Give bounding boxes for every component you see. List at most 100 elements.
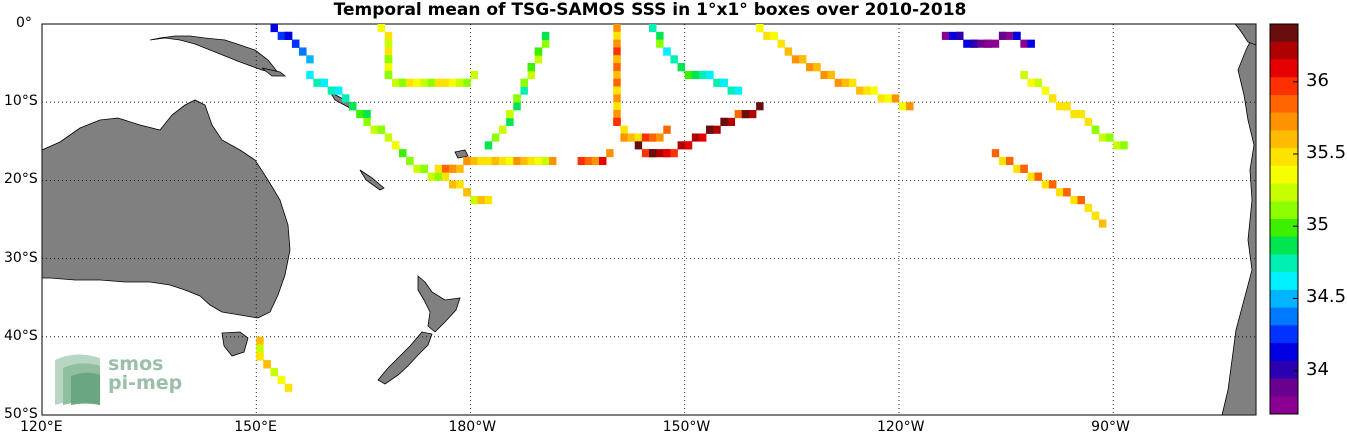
sss-cell [763, 31, 771, 40]
sss-cell [1027, 78, 1035, 87]
sss-cell [384, 47, 393, 56]
sss-cell [677, 141, 686, 150]
sss-cell [434, 164, 443, 173]
sss-cell [820, 70, 828, 80]
sss-cell [906, 102, 914, 111]
sss-cell [1048, 180, 1057, 189]
sss-cell [634, 141, 643, 150]
sss-cell [613, 47, 621, 56]
sss-cell [334, 86, 343, 95]
logo-text-smos: smos [108, 353, 164, 375]
colorbar-tick-label: 35.5 [1306, 142, 1347, 163]
sss-cell [384, 55, 393, 64]
sss-cell [356, 110, 364, 119]
sss-cell [470, 70, 478, 80]
colorbar-segment [1270, 130, 1298, 149]
sss-cell [720, 78, 728, 87]
sss-cell [506, 117, 514, 126]
south-america-landmass [1221, 29, 1256, 415]
sss-cell [391, 78, 400, 87]
sss-cell [463, 156, 471, 166]
sss-cell [770, 31, 778, 40]
sss-cell [863, 86, 871, 95]
sss-cell [599, 156, 607, 166]
colorbar-tick-label: 34.5 [1306, 286, 1347, 308]
sss-cell [370, 125, 378, 134]
colorbar-segment [1270, 307, 1298, 326]
sss-cell [656, 133, 664, 142]
sss-cell [427, 172, 436, 181]
sss-cell [399, 149, 407, 158]
sss-cell [470, 156, 478, 166]
sss-cell [663, 125, 671, 134]
sss-cell [1091, 211, 1100, 220]
sss-cell [527, 70, 536, 80]
sss-cell [1041, 180, 1050, 189]
sss-cell [1070, 196, 1078, 205]
sss-cell [1020, 164, 1028, 173]
sss-cell [898, 102, 907, 111]
sss-cell [263, 360, 271, 369]
central-america-landmass [1234, 24, 1256, 46]
sss-cell [256, 336, 264, 345]
sss-cell [698, 70, 707, 80]
sss-cell [1106, 133, 1114, 142]
sss-cell [499, 156, 507, 166]
sss-cell [956, 31, 964, 40]
x-tick-label: 150°W [662, 419, 711, 435]
sss-cell [427, 78, 436, 87]
sss-cell [613, 63, 621, 72]
sss-cell [306, 55, 314, 64]
sss-cell [1077, 110, 1085, 119]
sss-cell [477, 196, 486, 205]
sss-cell [341, 94, 350, 103]
sss-cell [1084, 117, 1093, 126]
sss-cell [613, 78, 621, 87]
sss-cell [670, 55, 678, 64]
sss-cell [1020, 39, 1028, 48]
sss-cell [399, 78, 407, 87]
sss-cell [377, 24, 386, 33]
colorbar-segment [1270, 325, 1298, 344]
sss-cell [620, 125, 628, 134]
sss-cell [663, 47, 671, 56]
sss-cell [384, 70, 393, 80]
sss-cell [463, 78, 471, 87]
sss-cell [1027, 172, 1035, 181]
sss-cell [684, 141, 693, 150]
sss-cell [884, 94, 893, 103]
smos-logo-icon [55, 354, 100, 405]
colorbar-segment [1270, 77, 1298, 96]
sss-cell [484, 141, 493, 150]
sss-cell [713, 125, 721, 134]
sss-cell [691, 133, 700, 142]
sss-cell [327, 86, 336, 95]
sss-cell [791, 55, 800, 64]
sss-cell [434, 78, 443, 87]
sss-cell [513, 156, 521, 166]
sss-cell [698, 133, 707, 142]
sss-cell [1063, 188, 1071, 197]
sss-cell [649, 133, 657, 142]
sss-cell [1091, 125, 1100, 134]
sss-cell [520, 78, 528, 87]
sss-cell [613, 55, 621, 64]
sss-cell [613, 31, 621, 40]
y-tick-label: 20°S [4, 171, 38, 188]
sss-cell [1113, 141, 1121, 150]
sss-cell [434, 172, 443, 181]
sss-cell [449, 180, 457, 189]
colorbar-segment [1270, 396, 1298, 415]
sss-cell [998, 156, 1007, 166]
sss-cell [606, 149, 614, 158]
sss-cell [841, 78, 850, 87]
sss-cell [513, 94, 521, 103]
colorbar-segment [1270, 165, 1298, 185]
sss-cell [691, 70, 700, 80]
colorbar [1269, 23, 1299, 415]
sss-cell [877, 94, 885, 103]
sss-cell [941, 31, 950, 40]
sss-cell [420, 78, 428, 87]
sss-cell [491, 156, 500, 166]
